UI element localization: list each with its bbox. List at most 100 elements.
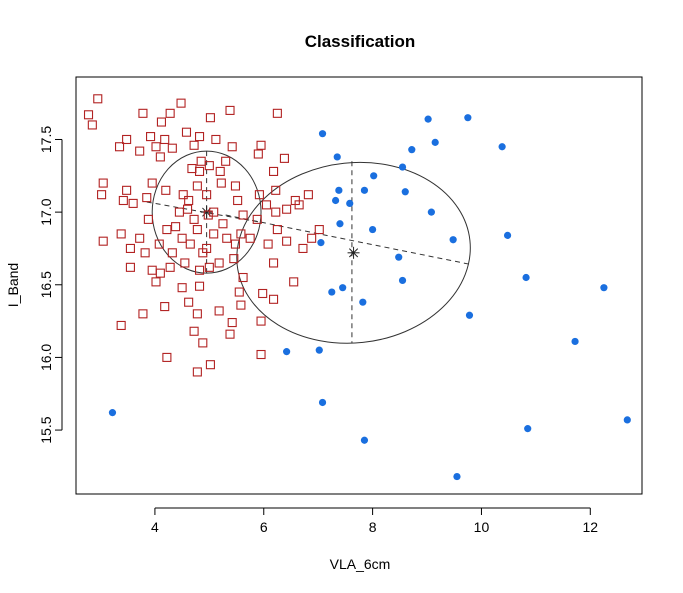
ellipse-axis-2-1 xyxy=(225,214,471,265)
data-point-square xyxy=(307,233,317,243)
data-point-square xyxy=(214,258,224,268)
data-point-circle xyxy=(600,284,608,292)
data-point-circle xyxy=(318,130,327,138)
centroid-marker-2 xyxy=(347,246,360,259)
data-point-square xyxy=(225,105,235,115)
data-point-square xyxy=(271,185,281,195)
data-point-square xyxy=(184,297,194,307)
data-point-square xyxy=(269,294,279,304)
data-point-square xyxy=(147,265,157,275)
y-tick-label: 16.5 xyxy=(38,271,54,298)
data-point-square xyxy=(87,120,97,130)
data-point-square xyxy=(192,225,202,235)
data-point-circle xyxy=(370,172,378,180)
data-point-square xyxy=(263,239,273,249)
data-point-square xyxy=(205,360,215,370)
data-point-circle xyxy=(464,114,472,122)
data-point-square xyxy=(269,166,279,176)
x-tick-label: 6 xyxy=(260,519,268,535)
data-point-square xyxy=(192,367,202,377)
data-point-circle xyxy=(339,284,347,292)
data-point-square xyxy=(258,288,268,299)
data-point-square xyxy=(146,132,156,142)
data-point-square xyxy=(238,272,248,283)
data-point-square xyxy=(225,329,235,339)
data-point-circle xyxy=(369,225,377,234)
data-point-square xyxy=(211,134,221,145)
data-point-square xyxy=(205,113,215,123)
data-point-square xyxy=(227,318,237,328)
data-point-square xyxy=(138,108,148,118)
data-point-square xyxy=(215,166,225,176)
data-point-square xyxy=(189,140,199,150)
data-point-square xyxy=(256,316,266,326)
data-point-circle xyxy=(395,253,403,261)
data-point-square xyxy=(162,352,172,362)
data-point-square xyxy=(204,262,214,272)
data-point-square xyxy=(181,127,192,137)
y-axis: 15.5 16.0 16.5 17.0 17.5 xyxy=(38,126,63,444)
data-point-circle xyxy=(283,348,291,356)
data-point-circle xyxy=(571,337,579,346)
data-point-square xyxy=(154,239,164,249)
data-point-square xyxy=(202,190,212,200)
data-point-square xyxy=(214,306,224,316)
data-point-square xyxy=(174,207,184,217)
data-point-square xyxy=(189,326,199,336)
data-point-circle xyxy=(431,138,439,146)
data-point-circle xyxy=(333,153,341,161)
data-point-square xyxy=(194,132,205,142)
data-point-square xyxy=(222,233,232,243)
data-point-square xyxy=(140,248,150,258)
data-point-square xyxy=(221,156,231,166)
data-point-circle xyxy=(331,196,340,205)
data-point-circle xyxy=(401,188,409,196)
class-groups xyxy=(146,150,471,344)
data-point-square xyxy=(116,320,126,331)
data-point-square xyxy=(83,110,94,120)
data-point-square xyxy=(198,338,208,348)
y-tick-label: 15.5 xyxy=(38,416,54,443)
data-point-square xyxy=(236,300,246,310)
data-point-square xyxy=(98,178,108,188)
data-point-square xyxy=(162,225,172,235)
data-point-square xyxy=(194,166,205,176)
data-point-square xyxy=(229,254,239,264)
plot-area xyxy=(75,76,643,495)
data-point-square xyxy=(135,146,145,156)
y-axis-label: I_Band xyxy=(5,263,21,307)
x-tick-label: 12 xyxy=(583,519,599,535)
data-point-circle xyxy=(424,115,432,123)
data-point-square xyxy=(272,225,282,235)
data-point-square xyxy=(151,277,161,287)
data-point-circle xyxy=(465,311,474,319)
data-points xyxy=(83,94,631,481)
data-point-square xyxy=(165,108,175,118)
y-tick-label: 17.5 xyxy=(38,126,54,153)
data-point-square xyxy=(253,149,263,159)
data-point-square xyxy=(272,108,282,118)
data-point-square xyxy=(155,152,165,162)
data-point-square xyxy=(138,309,148,319)
data-point-square xyxy=(156,117,166,127)
data-point-circle xyxy=(360,186,369,194)
data-point-circle xyxy=(453,472,461,481)
data-point-square xyxy=(184,195,194,206)
data-point-square xyxy=(279,153,289,163)
data-point-circle xyxy=(328,288,336,296)
data-point-circle xyxy=(398,163,407,171)
data-point-circle xyxy=(336,220,344,228)
data-point-square xyxy=(194,265,205,275)
data-point-square xyxy=(194,281,205,291)
data-point-square xyxy=(256,140,266,150)
data-point-square xyxy=(282,236,292,246)
series-1 xyxy=(83,94,324,377)
centroid-stroke xyxy=(349,248,359,258)
data-point-square xyxy=(160,134,170,145)
series-2 xyxy=(108,114,631,481)
data-point-circle xyxy=(408,146,416,154)
data-point-circle xyxy=(346,199,354,208)
data-point-square xyxy=(289,277,299,287)
data-point-square xyxy=(143,214,153,224)
data-point-square xyxy=(97,190,107,200)
